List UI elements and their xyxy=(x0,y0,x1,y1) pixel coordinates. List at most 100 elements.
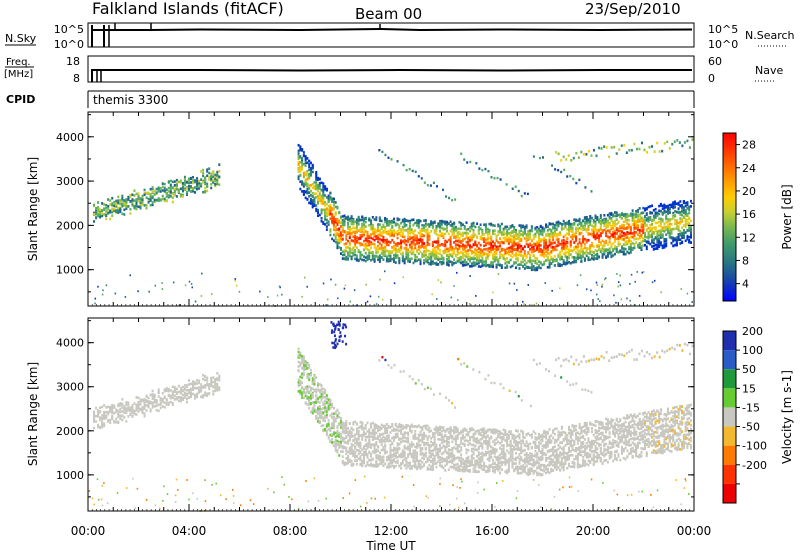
power-echo xyxy=(375,246,378,250)
power-echo xyxy=(545,234,548,237)
power-echo xyxy=(465,252,468,255)
power-echo xyxy=(601,218,604,222)
power-echo xyxy=(414,237,417,240)
power-echo xyxy=(133,199,136,202)
power-echo xyxy=(543,242,546,246)
velocity-echo xyxy=(129,406,132,409)
power-echo xyxy=(568,250,571,254)
power-echo xyxy=(509,258,512,262)
power-echo xyxy=(670,236,673,240)
power-echo xyxy=(562,241,565,245)
power-echo xyxy=(629,214,632,217)
power-echo xyxy=(93,220,96,223)
power-noise xyxy=(301,295,303,298)
power-echo xyxy=(605,230,608,233)
power-echo xyxy=(672,211,675,215)
velocity-echo xyxy=(297,381,300,384)
velocity-echo xyxy=(167,389,170,393)
power-echo xyxy=(495,245,498,249)
power-echo xyxy=(537,264,540,267)
power-echo xyxy=(686,201,689,205)
power-echo xyxy=(647,240,650,244)
power-echo xyxy=(461,246,464,250)
power-echo xyxy=(460,245,463,248)
power-echo xyxy=(592,233,595,236)
power-echo xyxy=(470,264,473,268)
power-echo xyxy=(532,254,535,258)
power-echo xyxy=(449,240,452,243)
power-echo xyxy=(352,226,355,229)
power-echo xyxy=(382,238,385,242)
power-echo xyxy=(93,212,96,216)
power-echo xyxy=(165,195,168,198)
power-noise xyxy=(369,295,372,298)
power-echo xyxy=(479,249,482,253)
power-echo xyxy=(605,217,608,221)
power-noise xyxy=(172,281,175,284)
power-echo xyxy=(117,206,120,210)
velocity-echo xyxy=(163,388,166,392)
power-echo xyxy=(507,236,510,240)
power-echo xyxy=(557,262,560,266)
power-echo xyxy=(559,242,562,246)
power-echo xyxy=(216,177,219,180)
power-noise xyxy=(599,300,601,303)
power-echo xyxy=(522,247,525,251)
power-echo xyxy=(516,247,519,251)
power-echo xyxy=(320,210,323,214)
power-echo xyxy=(382,251,385,255)
power-echo xyxy=(302,175,305,179)
power-echo xyxy=(304,158,307,162)
power-echo xyxy=(306,187,309,191)
power-echo xyxy=(467,262,470,266)
power-noise xyxy=(161,282,163,284)
power-echo xyxy=(137,199,140,203)
power-echo xyxy=(552,238,555,241)
power-echo xyxy=(566,262,569,265)
power-echo xyxy=(492,255,494,258)
velocity-echo xyxy=(302,362,305,365)
power-echo xyxy=(688,235,691,239)
power-echo xyxy=(375,216,378,219)
power-echo xyxy=(97,211,100,214)
velocity-echo xyxy=(121,410,124,413)
power-echo xyxy=(557,244,560,247)
power-echo xyxy=(663,246,666,249)
power-echo xyxy=(661,213,664,216)
power-echo xyxy=(605,231,608,235)
power-noise xyxy=(638,295,641,297)
power-noise xyxy=(279,286,281,289)
power-echo xyxy=(405,246,408,249)
power-echo xyxy=(339,246,342,250)
power-echo xyxy=(131,201,134,204)
power-echo xyxy=(476,235,479,239)
power-echo xyxy=(645,235,648,239)
power-echo xyxy=(431,260,434,263)
power-echo xyxy=(619,235,622,239)
power-echo xyxy=(185,187,188,190)
velocity-echo xyxy=(173,394,176,398)
power-echo xyxy=(325,221,328,225)
power-echo xyxy=(322,193,325,196)
power-echo xyxy=(543,230,546,233)
power-echo xyxy=(446,254,449,258)
power-echo xyxy=(668,203,671,207)
power-echo xyxy=(417,223,420,227)
velocity-echo xyxy=(169,394,172,398)
power-echo xyxy=(97,214,100,218)
power-echo xyxy=(497,230,500,233)
power-echo xyxy=(665,214,668,217)
power-echo xyxy=(506,238,509,241)
power-echo xyxy=(311,192,314,195)
power-echo xyxy=(151,201,154,204)
power-echo xyxy=(121,202,124,206)
velocity-echo xyxy=(161,405,164,408)
power-echo xyxy=(453,247,456,251)
power-echo xyxy=(636,233,639,237)
power-echo xyxy=(523,267,526,270)
power-echo xyxy=(606,248,609,252)
power-echo xyxy=(417,238,420,242)
power-noise xyxy=(343,287,346,290)
power-echo xyxy=(362,239,365,243)
power-echo xyxy=(334,201,337,204)
